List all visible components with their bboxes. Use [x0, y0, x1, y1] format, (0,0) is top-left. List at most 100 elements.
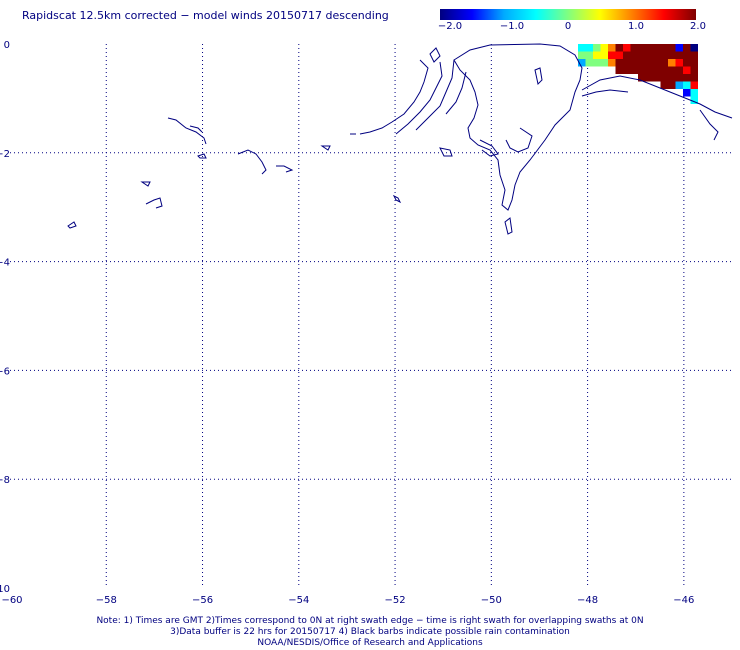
swath-cell	[608, 44, 616, 52]
swath-cell	[593, 51, 601, 59]
swath-cell	[675, 44, 683, 52]
swath-cell	[660, 81, 668, 89]
swath-cell	[660, 59, 668, 67]
x-tick-label: −58	[96, 595, 117, 606]
swath-cell	[675, 51, 683, 59]
swath-cell	[615, 66, 623, 74]
footnote-line-1: Note: 1) Times are GMT 2)Times correspon…	[96, 616, 644, 626]
swath-cell	[675, 81, 683, 89]
swath-cell	[593, 59, 601, 67]
swath-cell	[578, 59, 586, 67]
swath-cell	[653, 44, 661, 52]
swath-cell	[630, 66, 638, 74]
swath-cell	[585, 59, 593, 67]
swath-cell	[623, 51, 631, 59]
swath-cell	[690, 96, 698, 104]
swath-cell	[690, 44, 698, 52]
swath-cell	[653, 59, 661, 67]
swath-cell	[615, 51, 623, 59]
swath-cell	[690, 81, 698, 89]
swath-cell	[690, 59, 698, 67]
chart-title: Rapidscat 12.5km corrected − model winds…	[22, 9, 389, 22]
x-tick-label: −54	[288, 595, 309, 606]
y-tick-label: −6	[0, 366, 10, 377]
swath-cell	[645, 44, 653, 52]
swath-cell	[585, 44, 593, 52]
swath-cell	[690, 74, 698, 82]
x-tick-label: −50	[481, 595, 502, 606]
swath-cell	[668, 51, 676, 59]
swath-cell	[608, 59, 616, 67]
swath-cell	[638, 66, 646, 74]
y-tick-label: 0	[4, 40, 10, 51]
swath-cell	[668, 66, 676, 74]
swath-cell	[683, 74, 691, 82]
wind-swath	[578, 44, 698, 104]
swath-cell	[638, 51, 646, 59]
swath-cell	[683, 66, 691, 74]
swath-cell	[660, 66, 668, 74]
colorbar-label: −2.0	[437, 21, 463, 32]
swath-cell	[668, 74, 676, 82]
swath-cell	[608, 51, 616, 59]
swath-cell	[675, 59, 683, 67]
swath-cell	[630, 51, 638, 59]
swath-cell	[668, 81, 676, 89]
footnote-line-3: NOAA/NESDIS/Office of Research and Appli…	[257, 638, 483, 648]
swath-cell	[683, 44, 691, 52]
colorbar-label: 2.0	[690, 21, 706, 32]
swath-cell	[578, 51, 586, 59]
swath-cell	[690, 51, 698, 59]
x-tick-label: −56	[192, 595, 213, 606]
swath-cell	[683, 59, 691, 67]
swath-cell	[600, 51, 608, 59]
swath-cell	[593, 44, 601, 52]
swath-cell	[615, 44, 623, 52]
colorbar-label: 0	[564, 21, 572, 32]
y-tick-label: −8	[0, 475, 10, 486]
swath-cell	[578, 44, 586, 52]
x-tick-label: −60	[1, 595, 22, 606]
swath-cell	[638, 59, 646, 67]
x-tick-label: −46	[673, 595, 694, 606]
swath-cell	[660, 74, 668, 82]
swath-cell	[585, 51, 593, 59]
footnote-line-2: 3)Data buffer is 22 hrs for 20150717 4) …	[170, 627, 570, 637]
grid-lines	[10, 44, 732, 588]
y-tick-label: −4	[0, 258, 10, 269]
swath-cell	[653, 66, 661, 74]
x-tick-label: −52	[385, 595, 406, 606]
y-tick-label: −2	[0, 149, 10, 160]
x-tick-label: −48	[577, 595, 598, 606]
swath-cell	[638, 74, 646, 82]
colorbar-label: −1.0	[499, 21, 525, 32]
swath-cell	[645, 66, 653, 74]
swath-cell	[623, 66, 631, 74]
swath-cell	[630, 44, 638, 52]
coastline	[67, 43, 733, 235]
y-tick-label: −10	[0, 584, 10, 595]
swath-cell	[615, 59, 623, 67]
swath-cell	[683, 81, 691, 89]
swath-cell	[623, 59, 631, 67]
swath-cell	[600, 44, 608, 52]
swath-cell	[660, 51, 668, 59]
swath-cell	[645, 59, 653, 67]
swath-cell	[645, 51, 653, 59]
swath-cell	[668, 59, 676, 67]
swath-cell	[653, 74, 661, 82]
swath-cell	[675, 66, 683, 74]
swath-cell	[653, 51, 661, 59]
swath-cell	[690, 66, 698, 74]
colorbar-label: 1.0	[628, 21, 644, 32]
swath-cell	[645, 74, 653, 82]
axis-tick-labels: −60 −58 −56 −54 −52 −50 −48 −46 0 −2 −4 −6 −8 −10	[0, 40, 694, 606]
swath-cell	[630, 59, 638, 67]
swath-cell	[638, 44, 646, 52]
swath-cell	[660, 44, 668, 52]
swath-cell	[683, 89, 691, 97]
swath-cell	[683, 51, 691, 59]
swath-cell	[600, 59, 608, 67]
swath-cell	[675, 74, 683, 82]
